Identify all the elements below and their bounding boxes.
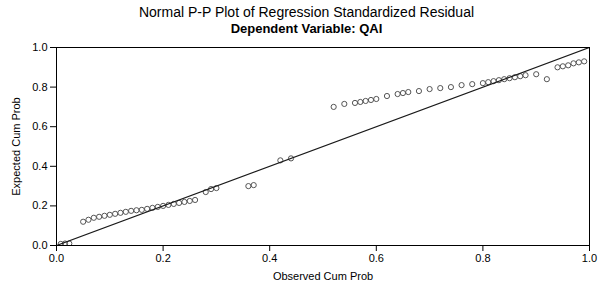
svg-text:0.8: 0.8 bbox=[32, 81, 47, 93]
svg-text:0.4: 0.4 bbox=[262, 252, 277, 264]
svg-text:0.0: 0.0 bbox=[32, 239, 47, 251]
svg-text:1.0: 1.0 bbox=[32, 41, 47, 53]
html-text:Dependent Variable: QAI: Dependent Variable: QAI bbox=[230, 21, 383, 36]
svg-text:0.6: 0.6 bbox=[369, 252, 384, 264]
svg-text:0.0: 0.0 bbox=[49, 252, 64, 264]
svg-text:0.2: 0.2 bbox=[32, 199, 47, 211]
svg-text:0.4: 0.4 bbox=[32, 160, 47, 172]
svg-text:1.0: 1.0 bbox=[582, 252, 597, 264]
svg-text:0.6: 0.6 bbox=[32, 120, 47, 132]
svg-text:Expected Cum Prob: Expected Cum Prob bbox=[10, 97, 22, 195]
html-text:Normal P-P Plot of Regression: Normal P-P Plot of Regression Standardiz… bbox=[138, 4, 475, 20]
svg-text:0.8: 0.8 bbox=[475, 252, 490, 264]
svg-text:Observed Cum Prob: Observed Cum Prob bbox=[273, 270, 373, 282]
svg-text:0.2: 0.2 bbox=[155, 252, 170, 264]
